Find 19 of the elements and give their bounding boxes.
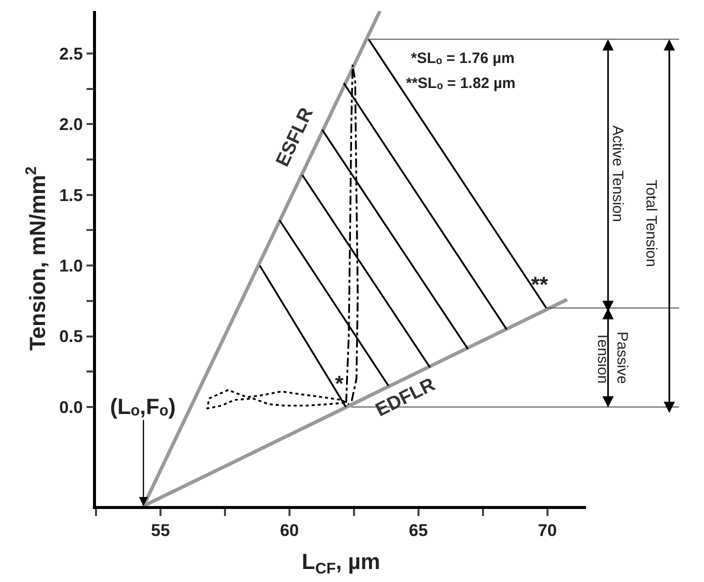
x-axis-title: L$_{CF}$, µm	[302, 549, 380, 578]
x-tick-label: 55	[151, 521, 170, 540]
x-tick-label: 60	[280, 521, 299, 540]
y-tick-label: 1.0	[59, 256, 83, 276]
text: Active Tension	[608, 125, 626, 222]
text: Passive Tension	[594, 331, 631, 384]
y-tick-label: 2.5	[59, 44, 83, 64]
annotation: *SLₒ = 1.76 µm	[411, 50, 515, 67]
annotation: (Lₒ,Fₒ)	[110, 394, 176, 419]
annotation: **	[531, 272, 549, 297]
x-tick-label: 65	[408, 521, 428, 540]
y-tick-label: 0.0	[59, 398, 83, 417]
y-tick-label: 1.5	[59, 186, 83, 205]
text: Total Tension	[642, 180, 660, 267]
y-tick-label: 2.0	[59, 115, 83, 134]
x-tick-label: 70	[538, 521, 557, 540]
annotation: **SLₒ = 1.82 µm	[406, 75, 516, 92]
y-tick-label: 0.5	[59, 327, 83, 346]
annotation: *	[335, 371, 344, 396]
